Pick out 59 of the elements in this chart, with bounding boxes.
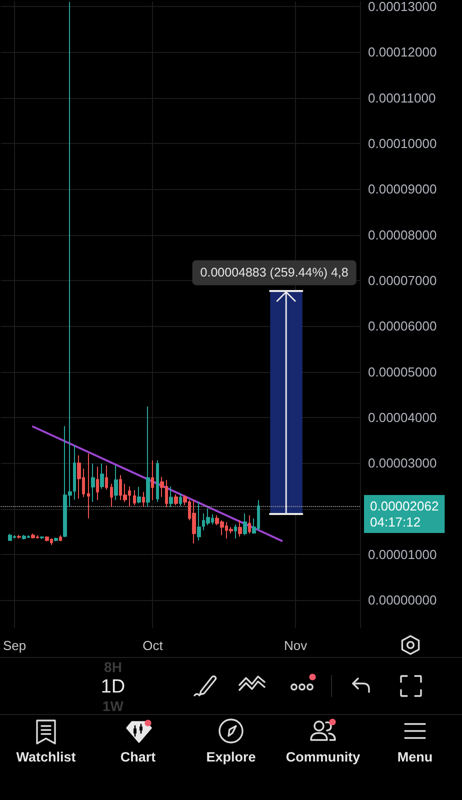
candlestick bbox=[137, 486, 141, 504]
candlestick bbox=[40, 536, 44, 540]
y-tick-label: 0.00004000 bbox=[368, 410, 437, 425]
y-tick-label: 0.00000000 bbox=[368, 592, 437, 608]
candlestick bbox=[17, 534, 21, 539]
y-tick-label: 0.00010000 bbox=[368, 136, 437, 151]
text: 04:17:12 bbox=[370, 514, 421, 530]
candlestick bbox=[146, 406, 150, 508]
candlestick bbox=[8, 533, 12, 542]
band-label: 0.00004883 (259.44%) 4,8 bbox=[200, 266, 348, 280]
y-tick-label: 0.00012000 bbox=[368, 44, 437, 60]
text: 1W bbox=[102, 698, 124, 714]
candlestick bbox=[179, 493, 182, 507]
y-tick-label: 0.00011000 bbox=[368, 90, 436, 106]
candlestick bbox=[105, 464, 108, 490]
x-tick-label: Nov bbox=[284, 638, 308, 653]
candlestick bbox=[156, 460, 159, 502]
text: Community bbox=[286, 749, 360, 764]
text: Explore bbox=[206, 749, 256, 764]
text: Menu bbox=[397, 749, 433, 764]
candlestick bbox=[169, 486, 173, 508]
y-tick-label: 0.00003000 bbox=[368, 456, 437, 471]
candlestick bbox=[91, 463, 95, 502]
candlestick bbox=[151, 460, 154, 501]
candlestick bbox=[248, 514, 251, 534]
candlestick bbox=[174, 494, 178, 506]
y-tick-label: 0.00013000 bbox=[368, 0, 437, 14]
candlestick bbox=[197, 501, 201, 541]
candlestick bbox=[59, 534, 62, 542]
candlestick bbox=[110, 483, 113, 508]
y-tick-label: 0.00001000 bbox=[368, 546, 437, 562]
candlestick bbox=[22, 534, 26, 540]
candlestick bbox=[73, 444, 76, 500]
candlestick bbox=[96, 466, 99, 501]
y-tick-label: 0.00008000 bbox=[368, 227, 437, 242]
candlestick bbox=[54, 537, 58, 542]
x-tick-label: Sep bbox=[2, 638, 26, 653]
x-tick-label: Oct bbox=[142, 638, 164, 653]
candlestick bbox=[77, 454, 81, 500]
text: 8H bbox=[104, 659, 122, 675]
ref-line-label: 0.00002062 bbox=[370, 498, 439, 514]
candlestick bbox=[45, 536, 49, 542]
candlestick bbox=[31, 532, 35, 539]
text: Chart bbox=[120, 749, 156, 764]
candlestick bbox=[142, 491, 145, 508]
candlestick bbox=[234, 524, 237, 539]
candlestick bbox=[243, 512, 247, 536]
candlestick bbox=[133, 490, 136, 506]
candlestick bbox=[192, 500, 196, 544]
candlestick bbox=[238, 520, 242, 538]
y-tick-label: 0.00006000 bbox=[368, 318, 437, 334]
text: 1D bbox=[100, 676, 126, 698]
candlestick bbox=[114, 464, 118, 501]
text: Watchlist bbox=[16, 749, 76, 764]
y-tick-label: 0.00009000 bbox=[368, 182, 437, 197]
candlestick bbox=[100, 463, 104, 490]
candlestick bbox=[87, 453, 90, 519]
y-tick-label: 0.00005000 bbox=[368, 364, 437, 380]
y-tick-label: 0.00007000 bbox=[368, 272, 437, 288]
